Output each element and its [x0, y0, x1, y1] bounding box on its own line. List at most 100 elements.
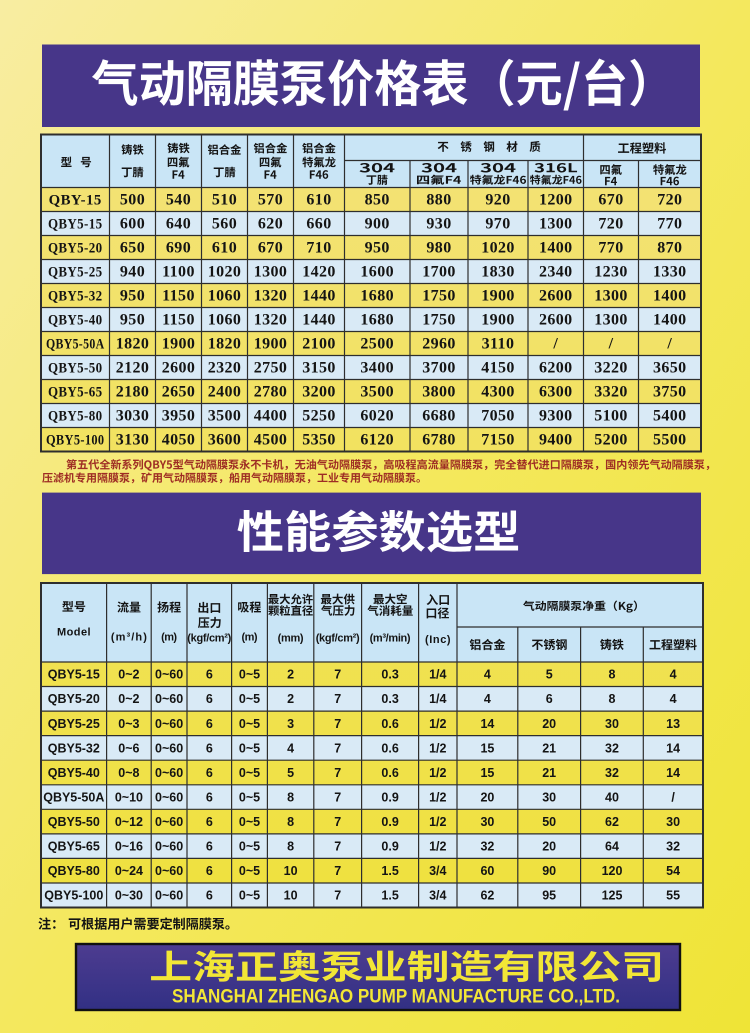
- svg-text:1150: 1150: [162, 288, 195, 305]
- svg-text:6: 6: [206, 864, 213, 878]
- svg-text:6200: 6200: [539, 360, 573, 377]
- svg-text:3220: 3220: [594, 360, 628, 377]
- svg-text:0~2: 0~2: [118, 668, 139, 682]
- svg-text:3/4: 3/4: [429, 889, 446, 903]
- svg-text:7050: 7050: [481, 408, 515, 425]
- svg-text:6: 6: [206, 889, 213, 903]
- svg-text:10: 10: [284, 889, 298, 903]
- svg-text:20: 20: [542, 840, 556, 854]
- svg-text:7: 7: [334, 840, 341, 854]
- svg-text:0~2: 0~2: [118, 692, 139, 706]
- svg-text:0~60: 0~60: [155, 741, 183, 755]
- svg-text:0~16: 0~16: [115, 840, 143, 854]
- svg-text:950: 950: [365, 240, 390, 257]
- svg-text:0~5: 0~5: [239, 766, 260, 780]
- svg-text:21: 21: [542, 766, 556, 780]
- svg-text:15: 15: [480, 766, 494, 780]
- svg-text:QBY5-65: QBY5-65: [48, 840, 100, 854]
- svg-text:0~60: 0~60: [155, 864, 183, 878]
- svg-text:90: 90: [542, 864, 556, 878]
- svg-text:900: 900: [365, 216, 390, 233]
- svg-text:1820: 1820: [116, 336, 150, 353]
- svg-text:1/2: 1/2: [429, 717, 446, 731]
- svg-text:1900: 1900: [254, 336, 288, 353]
- svg-text:1440: 1440: [302, 288, 336, 305]
- svg-text:920: 920: [485, 192, 510, 209]
- svg-text:1060: 1060: [208, 312, 242, 329]
- svg-text:4: 4: [484, 692, 491, 706]
- svg-text:2500: 2500: [360, 336, 394, 353]
- svg-text:620: 620: [258, 216, 283, 233]
- svg-text:0~6: 0~6: [118, 741, 139, 755]
- svg-text:1320: 1320: [254, 288, 288, 305]
- svg-text:1300: 1300: [594, 288, 628, 305]
- svg-text:3200: 3200: [302, 384, 336, 401]
- svg-text:950: 950: [120, 288, 145, 305]
- svg-text:30: 30: [480, 815, 494, 829]
- svg-text:55: 55: [666, 889, 680, 903]
- svg-text:7: 7: [334, 864, 341, 878]
- svg-text:0~60: 0~60: [155, 815, 183, 829]
- svg-text:0~5: 0~5: [239, 889, 260, 903]
- svg-text:0.6: 0.6: [381, 717, 398, 731]
- svg-text:1400: 1400: [539, 240, 573, 257]
- svg-text:4500: 4500: [254, 432, 288, 449]
- svg-text:5100: 5100: [594, 408, 628, 425]
- svg-text:8: 8: [287, 840, 294, 854]
- svg-text:QBY5-20: QBY5-20: [48, 240, 103, 256]
- svg-text:0~8: 0~8: [118, 766, 139, 780]
- svg-text:14: 14: [480, 717, 494, 731]
- svg-text:54: 54: [666, 864, 680, 878]
- svg-text:2: 2: [287, 692, 294, 706]
- svg-text:9300: 9300: [539, 408, 573, 425]
- svg-text:770: 770: [598, 240, 623, 257]
- svg-text:5250: 5250: [302, 408, 336, 425]
- svg-text:0~60: 0~60: [155, 790, 183, 804]
- svg-text:0~60: 0~60: [155, 840, 183, 854]
- svg-text:32: 32: [605, 741, 619, 755]
- svg-text:2600: 2600: [539, 288, 573, 305]
- svg-text:7: 7: [334, 766, 341, 780]
- svg-text:62: 62: [480, 889, 494, 903]
- svg-text:(mm): (mm): [278, 632, 304, 644]
- svg-text:1/2: 1/2: [429, 766, 446, 780]
- svg-text:QBY5-80: QBY5-80: [48, 408, 103, 424]
- svg-text:QBY5-50: QBY5-50: [48, 360, 103, 376]
- svg-text:1900: 1900: [162, 336, 196, 353]
- svg-text:1300: 1300: [254, 264, 288, 281]
- svg-text:1/4: 1/4: [429, 668, 446, 682]
- svg-text:0~3: 0~3: [118, 717, 139, 731]
- svg-text:32: 32: [666, 840, 680, 854]
- svg-text:32: 32: [605, 766, 619, 780]
- svg-text:7: 7: [334, 668, 341, 682]
- svg-text:QBY5-100: QBY5-100: [46, 432, 105, 448]
- svg-text:1420: 1420: [302, 264, 336, 281]
- svg-text:850: 850: [365, 192, 390, 209]
- svg-text:1150: 1150: [162, 312, 195, 329]
- svg-text:QBY5-65: QBY5-65: [48, 384, 103, 400]
- svg-text:1.5: 1.5: [381, 889, 398, 903]
- svg-text:0~60: 0~60: [155, 889, 183, 903]
- svg-text:1060: 1060: [208, 288, 242, 305]
- svg-text:3700: 3700: [422, 360, 456, 377]
- svg-text:(kgf/cm²): (kgf/cm²): [316, 632, 360, 644]
- svg-text:5: 5: [287, 766, 294, 780]
- svg-text:(kgf/cm²): (kgf/cm²): [187, 632, 231, 644]
- svg-text:1700: 1700: [422, 264, 456, 281]
- svg-text:QBY5-50A: QBY5-50A: [46, 336, 105, 352]
- svg-text:2960: 2960: [422, 336, 456, 353]
- svg-text:QBY5-50A: QBY5-50A: [43, 790, 104, 804]
- svg-text:0~10: 0~10: [115, 790, 143, 804]
- svg-text:6680: 6680: [422, 408, 456, 425]
- svg-text:3130: 3130: [116, 432, 150, 449]
- svg-text:1200: 1200: [539, 192, 573, 209]
- svg-text:6300: 6300: [539, 384, 573, 401]
- svg-text:QBY5-15: QBY5-15: [48, 216, 103, 232]
- svg-text:4: 4: [484, 668, 491, 682]
- svg-text:6: 6: [546, 692, 553, 706]
- svg-text:1100: 1100: [162, 264, 195, 281]
- svg-text:640: 640: [166, 216, 191, 233]
- svg-text:3750: 3750: [653, 384, 687, 401]
- svg-text:3110: 3110: [482, 336, 515, 353]
- svg-text:20: 20: [480, 790, 494, 804]
